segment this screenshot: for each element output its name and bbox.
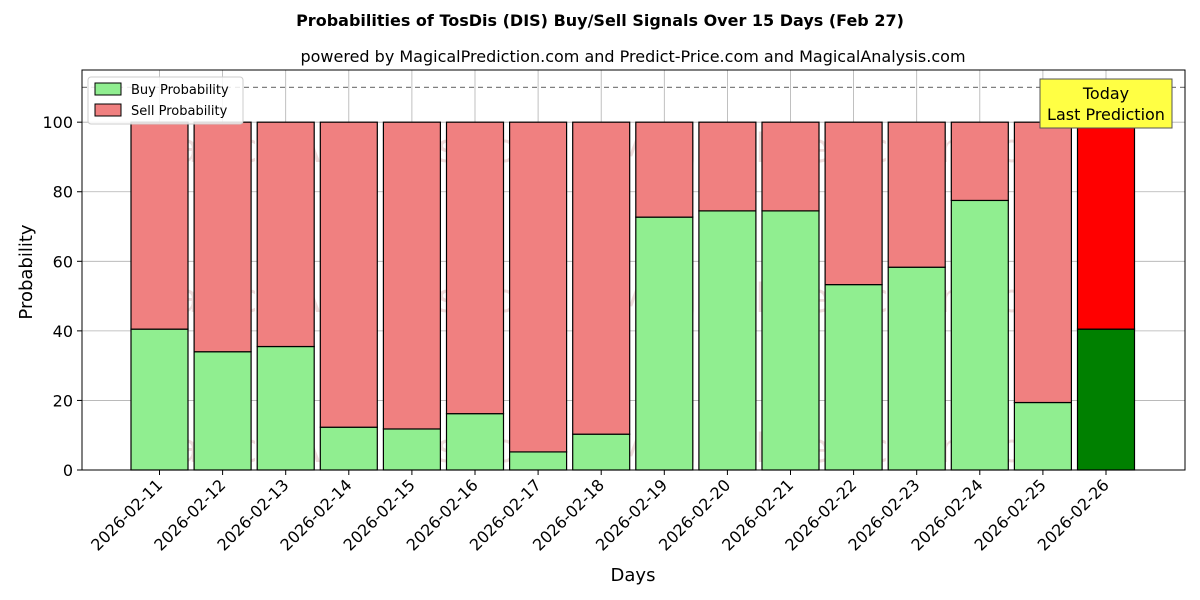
y-tick-label: 40 (53, 322, 73, 341)
sell-bar (635, 121, 694, 218)
sell-bar (319, 121, 378, 428)
y-tick-label: 60 (53, 252, 73, 271)
chart-title: Probabilities of TosDis (DIS) Buy/Sell S… (296, 11, 904, 30)
plot-frame (81, 69, 1186, 471)
y-tick-label: 100 (42, 113, 73, 132)
annotation-text: Last Prediction (1047, 105, 1165, 124)
annotation-box (1039, 78, 1173, 129)
annotation-text: Today (1082, 84, 1129, 103)
buy-bar (382, 428, 441, 471)
sell-bar (824, 121, 883, 286)
today-annotation: Today Last Prediction (1039, 78, 1173, 129)
legend: Buy Probability Sell Probability (87, 76, 244, 125)
buy-bar (1013, 401, 1073, 471)
y-axis-ticks: 0 20 40 60 80 100 (42, 113, 82, 480)
buy-bar (698, 210, 757, 471)
buy-bar (256, 345, 315, 471)
buy-bar (193, 351, 252, 471)
sell-bar (382, 121, 441, 430)
legend-label: Buy Probability (131, 83, 229, 98)
buy-bar (130, 328, 189, 471)
x-axis-ticks: 2026-02-112026-02-122026-02-132026-02-14… (87, 470, 1113, 555)
sell-bar (1076, 121, 1136, 330)
legend-box (87, 76, 244, 125)
sell-bar (256, 121, 315, 348)
y-tick-label: 0 (63, 461, 73, 480)
sell-bar (445, 121, 505, 415)
chart-subtitle: powered by MagicalPrediction.com and Pre… (300, 47, 965, 66)
buy-bar (635, 216, 694, 471)
legend-label: Sell Probability (131, 104, 228, 119)
buy-bar (761, 210, 820, 471)
buy-bar (319, 426, 378, 471)
sell-bar (950, 121, 1009, 202)
y-axis-label: Probability (16, 224, 37, 319)
buy-bar (1076, 328, 1136, 471)
sell-bar (761, 121, 820, 212)
sell-bar (698, 121, 757, 212)
buy-bar (445, 413, 505, 471)
y-tick-label: 20 (53, 391, 73, 410)
buy-bar (509, 451, 568, 471)
buy-bar (887, 266, 946, 471)
sell-bar (572, 121, 631, 435)
sell-bar (130, 121, 189, 330)
legend-swatch (94, 103, 122, 117)
sell-bar (887, 121, 946, 268)
sell-bar (1013, 121, 1073, 404)
y-tick-label: 80 (53, 183, 73, 202)
buy-bar (950, 199, 1009, 471)
buy-bar (572, 433, 631, 471)
buy-bar (824, 284, 883, 471)
sell-bar (193, 121, 252, 353)
sell-bar (509, 121, 568, 453)
x-axis-label: Days (611, 565, 656, 586)
legend-swatch (94, 82, 122, 96)
